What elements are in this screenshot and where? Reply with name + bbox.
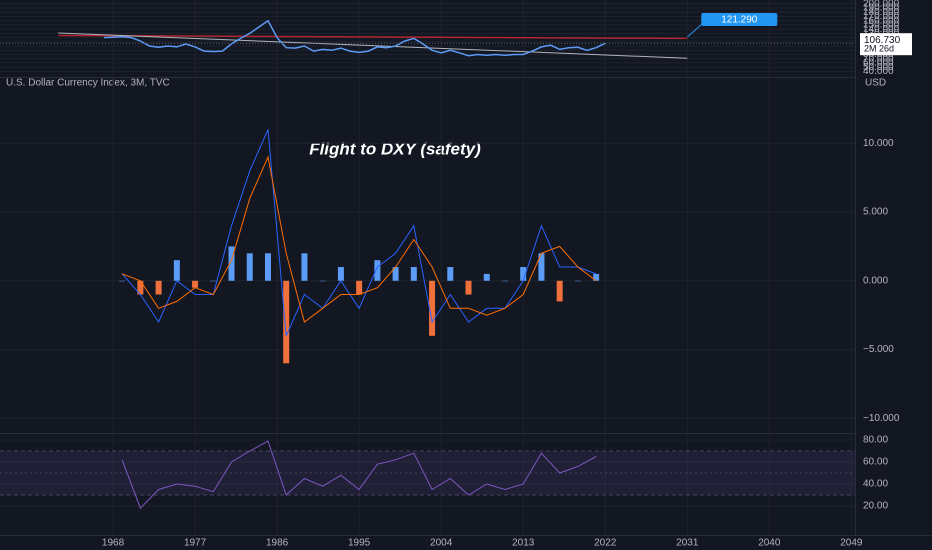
- y-tick-label: 40.00: [863, 479, 888, 490]
- y-tick-label: −10.000: [863, 413, 900, 424]
- x-tick-label: 2004: [430, 538, 453, 549]
- macd-line: [121, 155, 597, 323]
- histogram-bar: [337, 267, 344, 281]
- histogram-bar: [520, 267, 527, 281]
- callout-box: [701, 13, 778, 27]
- histogram-bar: [301, 253, 308, 281]
- y-tick-label: 20.00: [863, 501, 888, 512]
- histogram-bar: [155, 280, 162, 295]
- histogram-bar: [556, 280, 563, 302]
- histogram-bar: [192, 280, 199, 288]
- y-axis-label: USD: [865, 78, 886, 89]
- x-tick-label: 2040: [758, 538, 781, 549]
- countdown-label: 2M 26d: [864, 44, 894, 54]
- x-tick-label: 2031: [676, 538, 699, 549]
- callout-line: [686, 22, 704, 38]
- histogram-bar: [392, 267, 399, 281]
- histogram-bar: [137, 280, 144, 295]
- histogram-bar: [356, 280, 363, 295]
- trendline: [58, 32, 688, 59]
- x-tick-label: 1977: [184, 538, 207, 549]
- rsi-band: [0, 450, 855, 495]
- y-tick-label: 70.000: [863, 53, 894, 64]
- histogram-bar: [501, 280, 508, 282]
- y-tick-label: 80.00: [863, 435, 888, 446]
- x-tick-label: 2022: [594, 538, 617, 549]
- histogram-bar: [228, 246, 235, 281]
- symbol-header: U.S. Dollar Currency Index, 3M, TVC: [6, 78, 170, 89]
- y-tick-label: 10.000: [863, 138, 894, 149]
- price-line: [103, 19, 606, 57]
- histogram-bar: [538, 253, 545, 281]
- y-tick-label: 180.000: [863, 7, 900, 18]
- y-tick-label: 160.000: [863, 15, 900, 26]
- y-tick-label: 40.000: [863, 66, 894, 77]
- y-tick-label: 60.00: [863, 457, 888, 468]
- histogram-bar: [429, 280, 436, 336]
- histogram-bar: [410, 267, 417, 281]
- histogram-bar: [374, 260, 381, 281]
- x-tick-label: 1968: [102, 538, 125, 549]
- histogram-bar: [173, 260, 180, 281]
- histogram-bar: [465, 280, 472, 295]
- y-tick-label: 200.000: [863, 0, 900, 9]
- histogram-bar: [210, 280, 217, 282]
- last-price-label: 106.730: [864, 35, 901, 46]
- trendline: [58, 34, 688, 40]
- rsi-line: [121, 440, 597, 510]
- histogram-bar: [447, 267, 454, 281]
- x-tick-label: 1986: [266, 538, 289, 549]
- y-tick-label: 170.000: [863, 11, 900, 22]
- histogram-bar: [119, 280, 126, 282]
- histogram-bar: [593, 273, 600, 281]
- histogram-bar: [483, 273, 490, 281]
- y-tick-label: 0.000: [863, 275, 888, 286]
- y-tick-label: 60.000: [863, 58, 894, 69]
- histogram-bar: [246, 253, 253, 281]
- y-tick-label: 50.000: [863, 62, 894, 73]
- macd-line: [121, 129, 597, 337]
- y-tick-label: 190.000: [863, 3, 900, 14]
- last-price-box: [860, 33, 912, 56]
- histogram-bar: [264, 253, 271, 281]
- x-tick-label: 2013: [512, 538, 535, 549]
- y-tick-label: 150.000: [863, 20, 900, 31]
- histogram-bar: [574, 280, 581, 282]
- y-tick-label: 5.000: [863, 207, 888, 218]
- histogram-bar: [319, 280, 326, 282]
- callout-label: 121.290: [721, 15, 758, 26]
- x-tick-label: 2049: [840, 538, 863, 549]
- chart-annotation: Flight to DXY (safety): [309, 139, 481, 158]
- y-tick-label: −5.000: [863, 344, 894, 355]
- histogram-bar: [283, 280, 290, 364]
- x-tick-label: 1995: [348, 538, 371, 549]
- y-tick-label: 140.000: [863, 24, 900, 35]
